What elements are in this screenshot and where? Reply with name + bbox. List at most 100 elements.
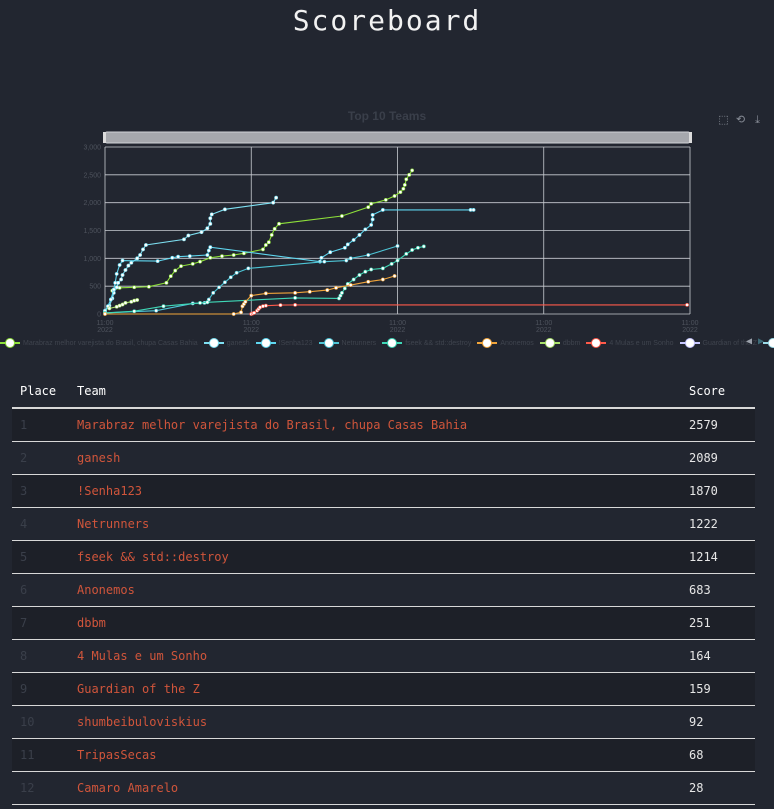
series-point <box>421 244 426 249</box>
legend-marker-icon <box>763 338 774 348</box>
series-point <box>199 230 204 235</box>
series-point <box>123 300 128 305</box>
chart-canvas: 3,0002,5002,0001,5001,000500011:00202211… <box>83 131 699 333</box>
series-point <box>325 288 330 292</box>
series-point <box>117 263 122 267</box>
score-cell: 1870 <box>681 474 755 508</box>
series-point <box>348 283 353 287</box>
series-point <box>231 253 236 257</box>
table-row: 2 ganesh 2089 <box>12 441 755 475</box>
series-point <box>366 205 371 210</box>
series-point <box>186 233 191 238</box>
zoom-icon[interactable]: ⬚ <box>718 113 729 126</box>
team-cell[interactable]: Anonemos <box>69 573 681 607</box>
y-tick-label: 3,000 <box>83 145 101 152</box>
series-point <box>132 285 137 290</box>
series-point <box>263 243 268 247</box>
team-cell[interactable]: Camaro Amarelo <box>69 771 681 805</box>
series-point <box>111 287 116 292</box>
place-cell: 11 <box>12 738 69 772</box>
series-point <box>141 247 145 252</box>
series-point <box>363 269 368 274</box>
legend-item[interactable]: Marabraz melhor varejista do Brasil, chu… <box>0 338 198 348</box>
download-icon[interactable]: ⤓ <box>755 113 760 126</box>
series-point <box>123 268 128 272</box>
x-tick-label: 2022 <box>243 327 259 333</box>
score-column-header: Score <box>681 374 755 409</box>
legend-item[interactable]: dbbm <box>539 338 580 348</box>
legend-label: !Senha123 <box>278 339 313 347</box>
series-point <box>206 248 211 253</box>
legend-item[interactable]: !Senha123 <box>255 338 313 348</box>
team-cell[interactable]: !Senha123 <box>69 474 681 508</box>
legend-item[interactable]: shumbeibuloviskius <box>763 338 774 348</box>
series-point <box>274 195 279 200</box>
team-cell[interactable]: Netrunners <box>69 507 681 541</box>
series-point <box>135 256 140 261</box>
place-cell: 1 <box>12 408 69 442</box>
series-point <box>217 285 221 290</box>
legend-pager: ◀ ▶ <box>746 336 764 347</box>
series-point <box>351 238 356 242</box>
series-point <box>369 223 374 227</box>
y-tick-label: 2,000 <box>83 200 101 207</box>
series-point <box>234 270 239 275</box>
team-cell[interactable]: TripasSecas <box>69 738 681 772</box>
team-cell[interactable]: ganesh <box>69 441 681 475</box>
series-point <box>293 302 298 307</box>
score-cell: 1214 <box>681 540 755 574</box>
series-point <box>416 245 420 250</box>
legend-item[interactable]: Anonemos <box>477 338 534 348</box>
series-point <box>113 280 118 285</box>
series-point <box>208 255 213 260</box>
series-point <box>176 254 181 259</box>
series-point <box>239 310 243 315</box>
score-cell: 1222 <box>681 507 755 541</box>
score-cell: 92 <box>681 705 755 739</box>
legend-item[interactable]: Guardian of the Z <box>679 338 757 348</box>
series-point <box>334 285 338 290</box>
score-cell: 68 <box>681 738 755 772</box>
legend-item[interactable]: fseek && std::destroy <box>382 338 471 348</box>
legend-item[interactable]: ganesh <box>203 338 250 348</box>
series-point <box>380 208 385 212</box>
team-cell[interactable]: fseek && std::destroy <box>69 540 681 574</box>
series-point <box>389 261 394 266</box>
table-row: 12 Camaro Amarelo 28 <box>12 771 755 805</box>
series-line <box>104 245 424 314</box>
series-point <box>340 214 344 218</box>
legend-label: Netrunners <box>341 339 377 347</box>
series-point <box>278 303 283 307</box>
x-tick-label: 2022 <box>97 327 113 333</box>
legend-item[interactable]: 4 Mulas e um Sonho <box>586 338 674 348</box>
team-cell[interactable]: Guardian of the Z <box>69 672 681 706</box>
series-point <box>293 295 298 300</box>
place-column-header: Place <box>12 374 69 409</box>
series-point <box>164 280 169 285</box>
series-point <box>392 274 397 278</box>
legend-marker-icon <box>318 338 339 348</box>
legend-label: fseek && std::destroy <box>405 339 472 347</box>
team-cell[interactable]: shumbeibuloviskius <box>69 705 681 739</box>
zoom-reset-icon[interactable]: ⟲ <box>735 113 746 126</box>
legend-marker-icon <box>0 338 20 348</box>
legend-prev-icon[interactable]: ◀ <box>745 336 752 347</box>
place-cell: 7 <box>12 606 69 640</box>
series-point <box>410 168 415 173</box>
series-point <box>120 273 125 277</box>
legend-marker-icon <box>382 338 403 348</box>
series-point <box>252 310 257 315</box>
series-point <box>271 200 276 205</box>
series-point <box>108 297 113 302</box>
place-cell: 12 <box>12 771 69 805</box>
table-row: 3 !Senha123 1870 <box>12 474 755 508</box>
team-cell[interactable]: 4 Mulas e um Sonho <box>69 639 681 673</box>
series-point <box>205 300 210 305</box>
series-point <box>182 237 186 242</box>
team-cell[interactable]: dbbm <box>69 606 681 640</box>
legend-next-icon[interactable]: ▶ <box>757 336 764 347</box>
legend-item[interactable]: Netrunners <box>318 338 377 348</box>
series-point <box>344 258 349 263</box>
team-cell[interactable]: Marabraz melhor varejista do Brasil, chu… <box>69 408 681 442</box>
y-tick-label: 500 <box>89 284 101 291</box>
